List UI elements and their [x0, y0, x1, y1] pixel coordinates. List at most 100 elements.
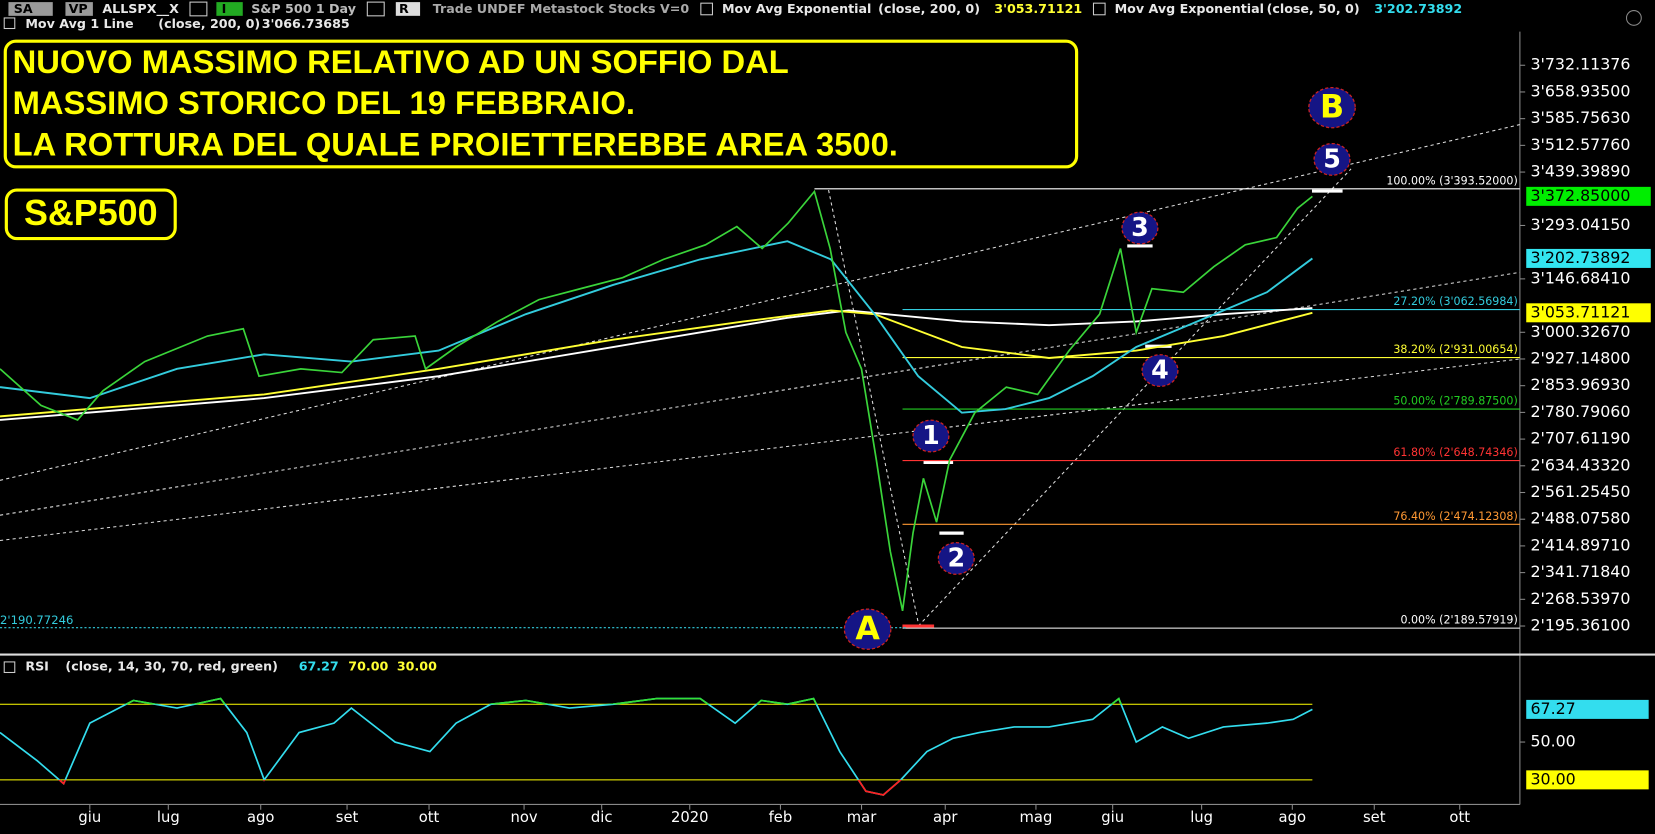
checkbox[interactable] [3, 17, 16, 30]
level-label: 27.20% (3'062.56984) [1393, 295, 1517, 308]
y-tick-label: 50.00 [1530, 732, 1575, 751]
y-tick-label: 2'634.43320 [1530, 455, 1630, 474]
study-value: 3'202.73892 [1374, 1, 1462, 16]
value-box-label: 3'372.85000 [1530, 186, 1630, 205]
button[interactable] [216, 2, 243, 16]
series-line [0, 309, 1313, 418]
x-tick-label: ott [419, 809, 440, 826]
trendline [828, 189, 919, 623]
plot: 100.00% (3'393.52000) 27.20% (3'062.56984… [0, 55, 1651, 826]
level-label: 2'190.77246 [0, 613, 73, 627]
study-params: (close, 200, 0) [878, 1, 980, 16]
value-box-label: 3'053.71121 [1530, 302, 1630, 321]
button[interactable] [65, 2, 93, 16]
study-value: 3'053.71121 [994, 1, 1082, 16]
pane [0, 697, 1313, 796]
headline-frame [3, 39, 1079, 169]
value-box-label: 67.27 [1530, 699, 1575, 718]
wave-label: A [855, 611, 880, 647]
y-tick-label: 3'585.75630 [1530, 108, 1630, 127]
r-label[interactable]: R [399, 1, 409, 16]
wave-marker [1308, 86, 1356, 129]
y-tick-label: 2'341.71840 [1530, 562, 1630, 581]
x-tick-label: nov [511, 809, 538, 826]
value-box-label: 30.00 [1530, 769, 1575, 788]
study-name: Mov Avg Exponential [1115, 1, 1264, 16]
settings: Trade UNDEF Metastock Stocks V=0 [433, 1, 690, 16]
y-tick-label: 2'195.36100 [1530, 616, 1630, 635]
series-line [0, 189, 1313, 611]
x-tick-label: lug [1190, 809, 1213, 826]
study-name: Mov Avg Exponential [722, 1, 871, 16]
wave-marker [1313, 142, 1351, 176]
i-label[interactable]: I [222, 1, 227, 16]
x-tick-label: dic [591, 809, 613, 826]
toolbar: SA VP ALLSPX__X I S&P 500 1 Day R Trade … [3, 1, 1642, 31]
y-tick-label: 2'927.14800 [1530, 348, 1630, 367]
x-tick-label: set [336, 809, 359, 826]
checkbox[interactable] [700, 2, 713, 16]
headline-line: LA ROTTURA DEL QUALE PROIETTEREBBE AREA … [13, 125, 898, 162]
level-label: 76.40% (2'474.12308) [1393, 510, 1517, 523]
close-button[interactable] [1625, 10, 1642, 26]
symbol[interactable]: ALLSPX__X [102, 1, 179, 17]
vp-label[interactable]: VP [69, 1, 88, 16]
level-label: 100.00% (3'393.52000) [1386, 174, 1517, 187]
x-tick-label: feb [769, 809, 793, 826]
sa-label[interactable]: SA [14, 1, 33, 16]
wave-marker [912, 419, 950, 453]
trendlines [0, 124, 1520, 628]
rsi-level: 70.00 [348, 659, 388, 674]
trendline [0, 358, 1520, 542]
level-label: 0.00% (2'189.57919) [1400, 614, 1517, 627]
button[interactable] [8, 2, 53, 16]
wave-label: 1 [922, 420, 940, 450]
rsi-value: 67.27 [299, 659, 339, 674]
trendline [0, 124, 1520, 481]
button[interactable] [395, 2, 421, 16]
y-tick-label: 2'853.96930 [1530, 375, 1630, 394]
y-tick-label: 3'512.57760 [1530, 135, 1630, 154]
x-tick-label: giu [78, 809, 101, 826]
wave-label: 4 [1151, 355, 1169, 385]
y-tick-label: 2'414.89710 [1530, 535, 1630, 554]
x-tick-label: ott [1449, 809, 1470, 826]
headline-box: NUOVO MASSIMO RELATIVO AD UN SOFFIO DAL … [3, 39, 1079, 241]
wave-label: 2 [947, 543, 965, 573]
wave-marker [1141, 354, 1179, 388]
y-tick-label: 3'000.32670 [1530, 322, 1630, 341]
dropdown[interactable] [366, 1, 385, 17]
value-box [1526, 248, 1651, 268]
series-line [0, 697, 1313, 796]
study-params: (close, 200, 0) [158, 16, 260, 31]
wave-label: 3 [1131, 212, 1149, 242]
y-tick-label: 3'658.93500 [1530, 81, 1630, 100]
y-tick-label: 3'293.04150 [1530, 215, 1630, 234]
level-label: 61.80% (2'648.74346) [1393, 446, 1517, 459]
wave-marker [937, 541, 975, 575]
y-tick-label: 2'561.25450 [1530, 482, 1630, 501]
rsi-level: 30.00 [397, 659, 437, 674]
wave-label: 5 [1323, 143, 1341, 173]
ticker-frame [4, 188, 177, 241]
timeframe[interactable]: S&P 500 1 Day [251, 1, 357, 16]
y-tick-label: 2'780.79060 [1530, 402, 1630, 421]
x-tick-label: apr [933, 809, 958, 826]
x-tick-label: lug [157, 809, 180, 826]
study-value: 3'066.73685 [262, 16, 350, 31]
x-tick-label: ago [247, 809, 274, 826]
checkbox[interactable] [3, 661, 16, 674]
y-tick-label: 2'488.07580 [1530, 509, 1630, 528]
study-params: (close, 50, 0) [1267, 1, 1360, 16]
level-label: 50.00% (2'789.87500) [1393, 395, 1517, 408]
checkbox[interactable] [1092, 2, 1106, 16]
dropdown[interactable] [189, 1, 208, 17]
headline-line: NUOVO MASSIMO RELATIVO AD UN SOFFIO DAL [13, 43, 789, 80]
y-tick-label: 3'732.11376 [1530, 55, 1630, 74]
series-line [0, 307, 1313, 421]
x-tick-label: 2020 [671, 809, 709, 826]
value-box-label: 3'202.73892 [1530, 248, 1630, 267]
wave-marker [843, 608, 892, 650]
wave-marker [1121, 211, 1159, 245]
